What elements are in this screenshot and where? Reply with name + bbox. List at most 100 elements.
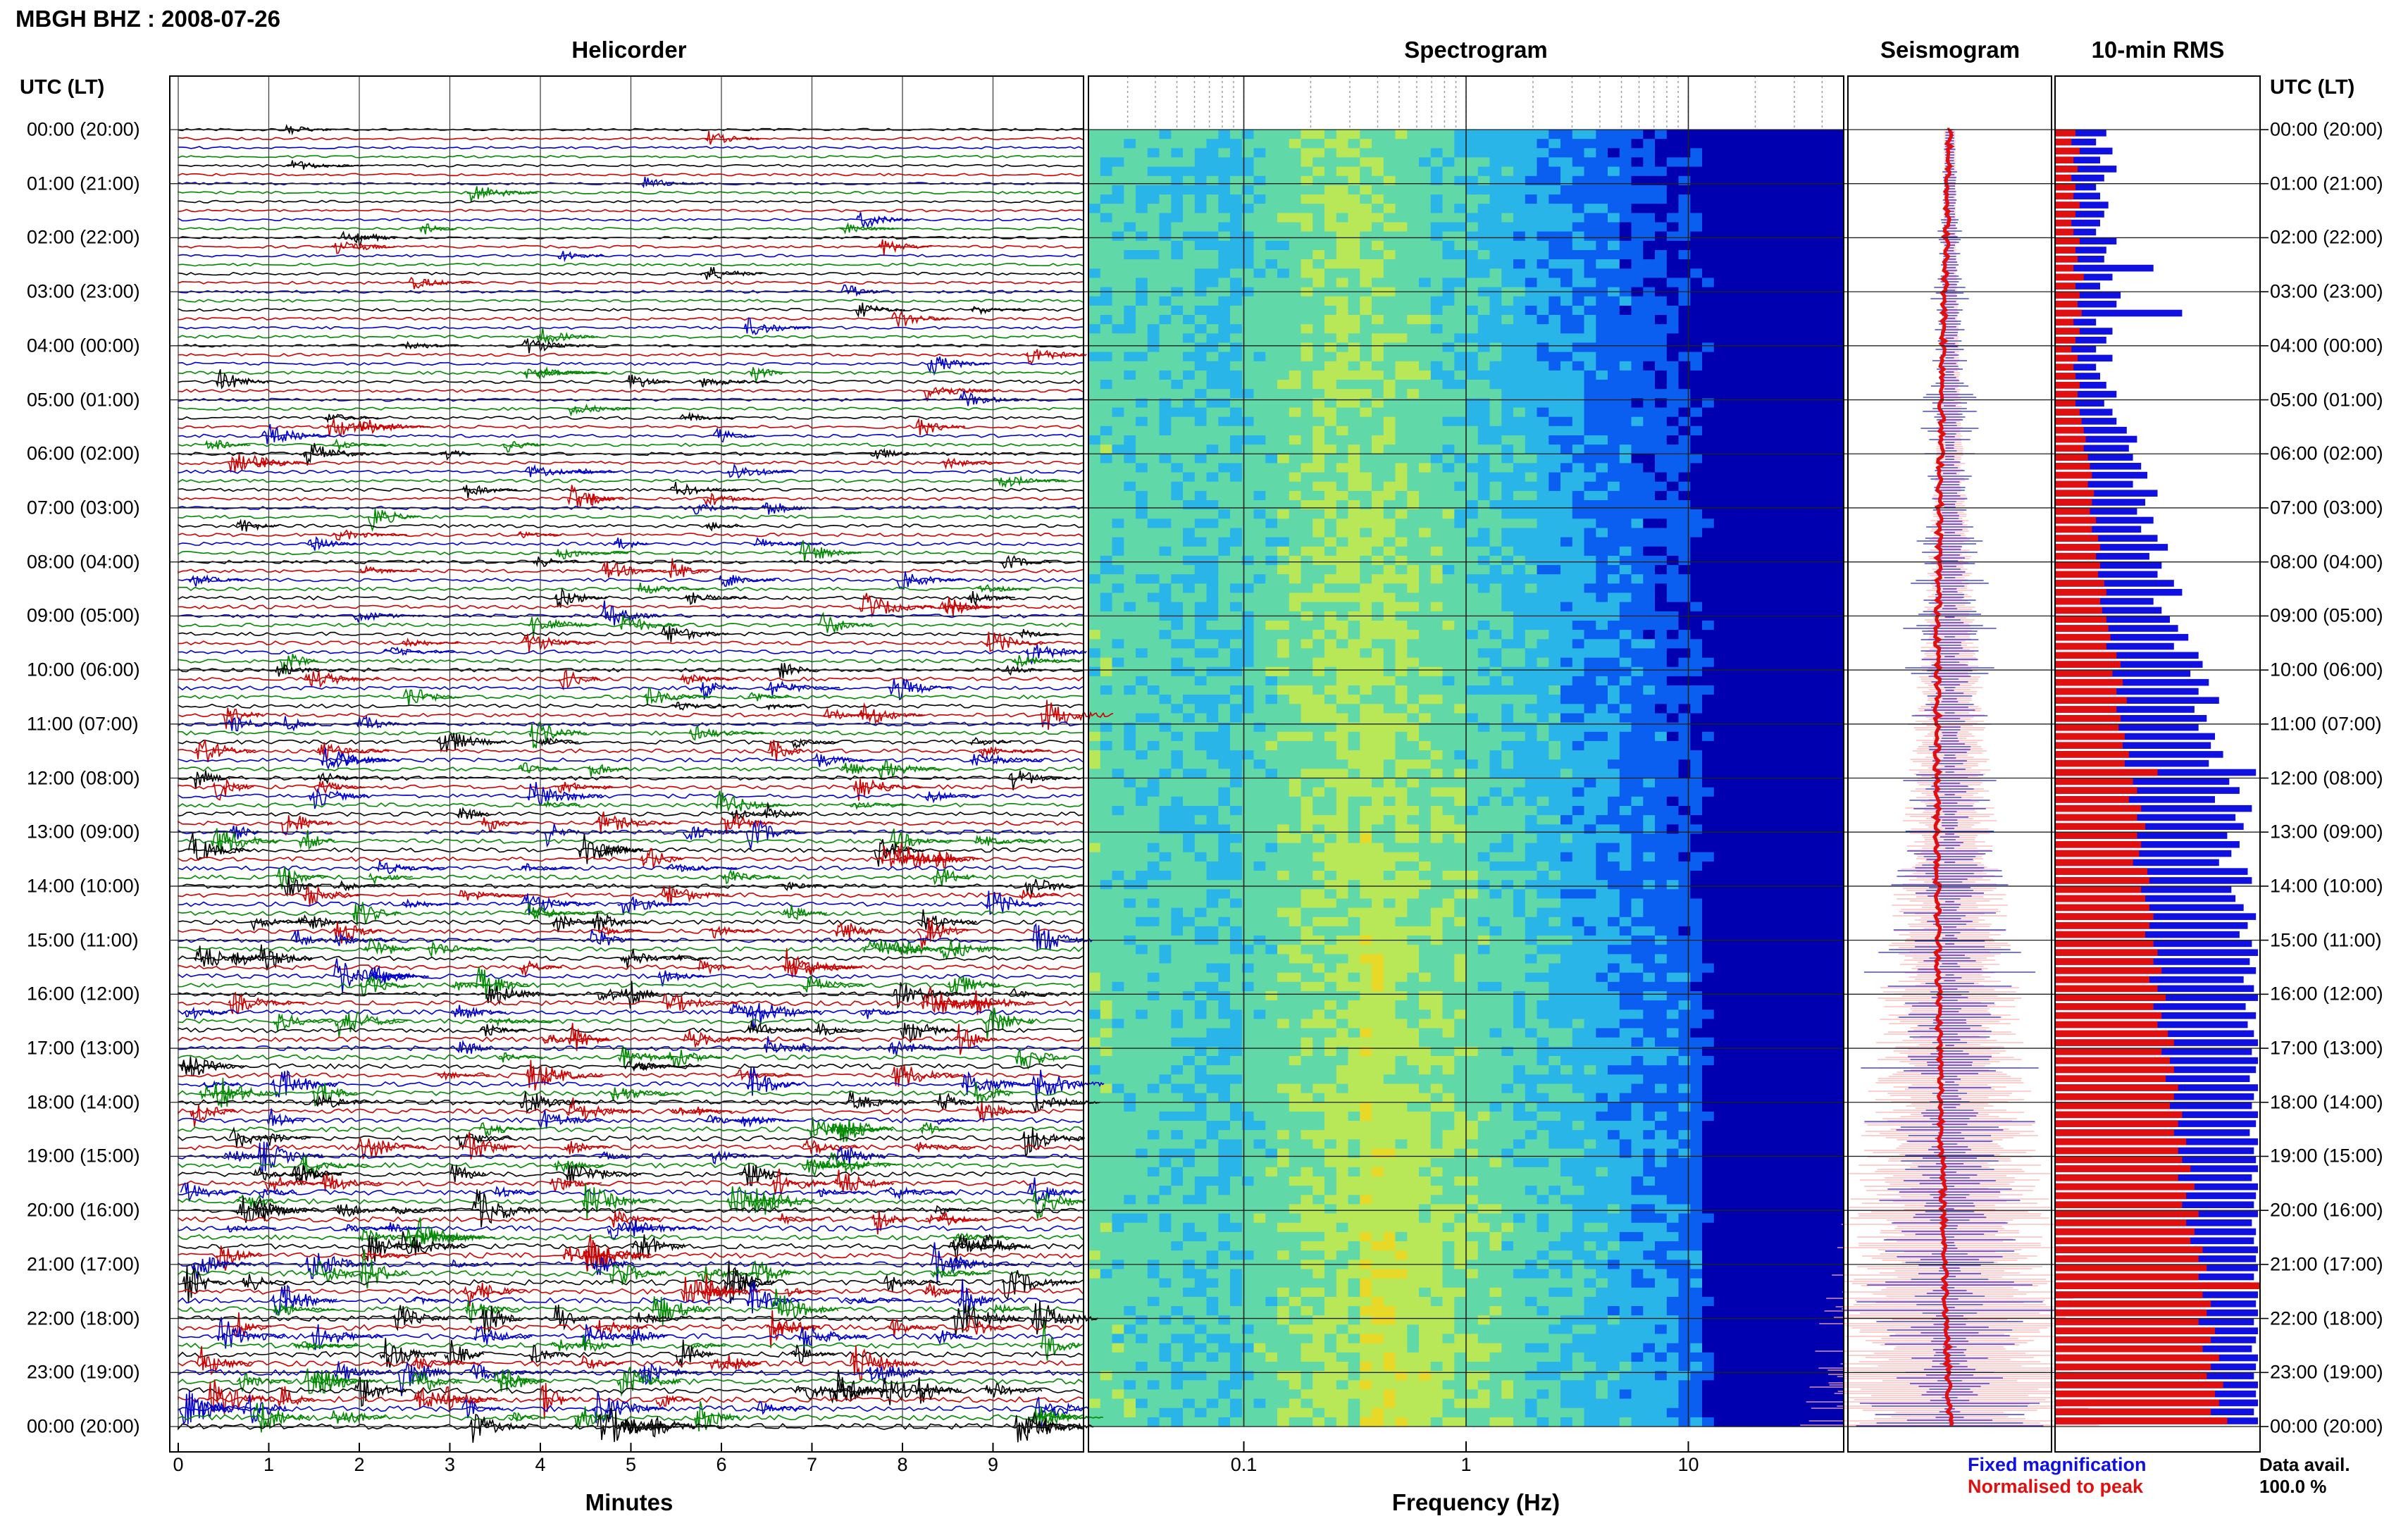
- time-label-left: 00:00 (20:00): [27, 1416, 140, 1438]
- time-label-right: 12:00 (08:00): [2270, 767, 2383, 789]
- time-label-left: 12:00 (08:00): [27, 767, 140, 789]
- rms-bar: [2055, 949, 2158, 956]
- rms-bar: [2055, 688, 2116, 695]
- rms-bar: [2055, 220, 2071, 227]
- rms-bar: [2055, 697, 2127, 704]
- rms-bar: [2055, 652, 2116, 659]
- time-label-right: 08:00 (04:00): [2270, 551, 2383, 573]
- time-label-left: 21:00 (17:00): [27, 1253, 140, 1275]
- time-label-right: 23:00 (19:00): [2270, 1362, 2383, 1384]
- time-label-left: 17:00 (13:00): [27, 1038, 140, 1060]
- rms-bar: [2055, 1021, 2158, 1029]
- rms-bar: [2055, 391, 2078, 398]
- minutes-tick-label: 2: [354, 1454, 364, 1476]
- data-availability-label: Data avail.: [2259, 1454, 2350, 1476]
- rms-bar: [2055, 823, 2145, 830]
- rms-bar: [2055, 886, 2141, 893]
- rms-bar: [2055, 986, 2158, 993]
- rms-bar: [2055, 265, 2073, 272]
- rms-bar: [2055, 445, 2084, 452]
- rms-bar: [2055, 175, 2071, 182]
- rms-bar: [2055, 346, 2071, 353]
- spectrogram-title: Spectrogram: [1404, 37, 1548, 63]
- rms-bar: [2055, 913, 2154, 920]
- rms-bar: [2055, 1255, 2199, 1262]
- rms-bar: [2055, 553, 2096, 560]
- rms-bar: [2055, 742, 2123, 749]
- rms-bar: [2055, 1093, 2174, 1100]
- time-label-right: 02:00 (22:00): [2270, 227, 2383, 249]
- rms-bar: [2055, 607, 2102, 614]
- rms-bar: [2055, 562, 2100, 569]
- time-label-right: 04:00 (00:00): [2270, 335, 2383, 356]
- time-label-right: 18:00 (14:00): [2270, 1091, 2383, 1113]
- rms-bar: [2055, 237, 2080, 244]
- minutes-tick-label: 8: [897, 1454, 907, 1476]
- rms-bar: [2055, 310, 2082, 317]
- rms-bar: [2055, 193, 2073, 200]
- rms-bar: [2055, 571, 2098, 578]
- rms-bar: [2055, 787, 2137, 794]
- rms-bar: [2055, 1246, 2203, 1253]
- minutes-tick-label: 3: [445, 1454, 455, 1476]
- rms-bar: [2055, 1003, 2154, 1010]
- minutes-tick-label: 7: [807, 1454, 817, 1476]
- rms-bar: [2055, 1327, 2215, 1334]
- rms-bar: [2055, 895, 2145, 902]
- rms-bar: [2055, 418, 2082, 425]
- rms-bar: [2055, 364, 2073, 371]
- rms-bar: [2055, 1120, 2178, 1127]
- rms-bar: [2055, 905, 2149, 912]
- utc-header-right: UTC (LT): [2270, 76, 2354, 99]
- rms-bar: [2055, 796, 2129, 803]
- rms-bar: [2055, 409, 2080, 416]
- legend-normalised-to-peak: Normalised to peak: [1968, 1476, 2143, 1498]
- time-label-left: 08:00 (04:00): [27, 551, 140, 573]
- rms-bar: [2055, 940, 2154, 948]
- time-label-left: 23:00 (19:00): [27, 1362, 140, 1384]
- time-label-right: 03:00 (23:00): [2270, 281, 2383, 303]
- rms-bar: [2055, 400, 2075, 407]
- rms-bar: [2055, 1174, 2178, 1181]
- rms-bar: [2055, 1282, 2260, 1289]
- rms-bar: [2055, 778, 2133, 785]
- rms-bar: [2055, 580, 2104, 587]
- time-label-left: 20:00 (16:00): [27, 1200, 140, 1222]
- seismogram-title: Seismogram: [1880, 37, 2020, 63]
- rms-bar: [2055, 1193, 2186, 1200]
- rms-bar: [2055, 1067, 2174, 1074]
- utc-header-left: UTC (LT): [20, 76, 104, 99]
- time-label-left: 15:00 (11:00): [27, 929, 139, 951]
- rms-bar: [2055, 922, 2149, 929]
- rms-bar: [2055, 1201, 2182, 1208]
- time-label-right: 00:00 (20:00): [2270, 119, 2383, 141]
- rms-bar: [2055, 1400, 2219, 1407]
- rms-bar: [2055, 319, 2073, 326]
- rms-bar: [2055, 769, 2158, 776]
- rms-bar: [2055, 715, 2121, 722]
- rms-bar: [2055, 1165, 2190, 1172]
- rms-bar: [2055, 1372, 2207, 1379]
- time-label-left: 06:00 (02:00): [27, 443, 140, 465]
- time-label-right: 17:00 (13:00): [2270, 1038, 2383, 1060]
- time-label-right: 22:00 (18:00): [2270, 1307, 2383, 1329]
- rms-bar: [2055, 355, 2078, 362]
- rms-bar: [2055, 463, 2090, 470]
- rms-bar: [2055, 1364, 2211, 1371]
- time-label-right: 07:00 (03:00): [2270, 497, 2383, 518]
- time-label-right: 10:00 (06:00): [2270, 659, 2383, 681]
- rms-bar: [2055, 733, 2125, 740]
- rms-bar: [2055, 1229, 2195, 1236]
- rms-bar: [2055, 760, 2125, 767]
- rms-bar: [2055, 1138, 2186, 1145]
- rms-bar: [2055, 1355, 2219, 1362]
- rms-bar: [2055, 292, 2080, 299]
- rms-bar: [2055, 1417, 2227, 1424]
- rms-bar: [2055, 706, 2116, 713]
- rms-bar: [2055, 1129, 2174, 1136]
- time-label-left: 19:00 (15:00): [27, 1145, 140, 1167]
- rms-bar: [2055, 1319, 2199, 1326]
- time-label-left: 02:00 (22:00): [27, 227, 140, 249]
- rms-bar: [2055, 1408, 2211, 1415]
- minutes-tick-label: 4: [535, 1454, 545, 1476]
